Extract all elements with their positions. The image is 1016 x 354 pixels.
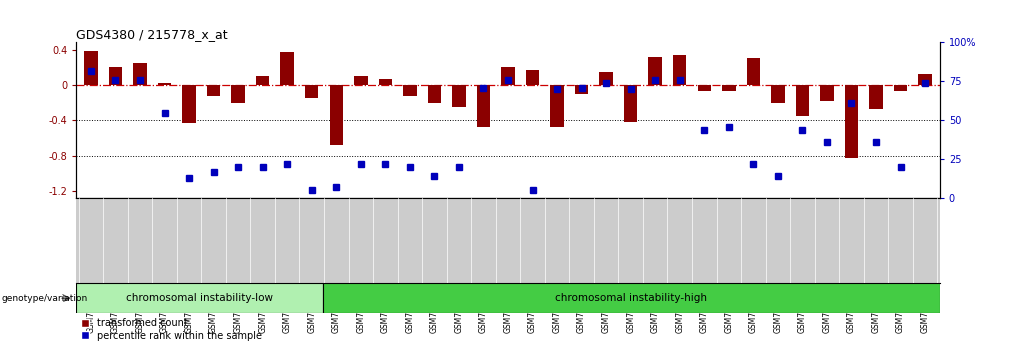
Bar: [182, 85, 196, 123]
Bar: [599, 72, 613, 85]
Bar: [501, 67, 515, 85]
Bar: [698, 85, 711, 91]
Bar: [157, 83, 172, 85]
Bar: [575, 85, 588, 94]
Bar: [207, 85, 220, 96]
Bar: [820, 85, 834, 101]
Bar: [673, 55, 687, 85]
Bar: [477, 85, 490, 126]
Text: chromosomal instability-low: chromosomal instability-low: [126, 293, 273, 303]
Bar: [379, 79, 392, 85]
Bar: [323, 283, 940, 313]
Bar: [76, 283, 323, 313]
Bar: [771, 85, 784, 103]
Bar: [747, 58, 760, 85]
Bar: [796, 85, 809, 116]
Text: GDS4380 / 215778_x_at: GDS4380 / 215778_x_at: [76, 28, 228, 41]
Bar: [870, 85, 883, 109]
Bar: [84, 51, 98, 85]
Bar: [551, 85, 564, 127]
Bar: [403, 85, 417, 96]
Bar: [232, 85, 245, 103]
Bar: [280, 52, 294, 85]
Bar: [256, 76, 269, 85]
Bar: [428, 85, 441, 103]
Bar: [329, 85, 343, 145]
Bar: [305, 85, 318, 98]
Bar: [894, 85, 907, 91]
Legend: transformed count, percentile rank within the sample: transformed count, percentile rank withi…: [81, 318, 261, 341]
Bar: [648, 57, 662, 85]
Bar: [918, 74, 932, 85]
Bar: [722, 85, 736, 91]
Text: chromosomal instability-high: chromosomal instability-high: [556, 293, 707, 303]
Bar: [624, 85, 637, 122]
Bar: [844, 85, 859, 158]
Bar: [526, 70, 539, 85]
Bar: [109, 67, 122, 85]
Text: genotype/variation: genotype/variation: [1, 294, 87, 303]
Bar: [452, 85, 465, 107]
Bar: [354, 76, 368, 85]
Bar: [133, 63, 146, 85]
